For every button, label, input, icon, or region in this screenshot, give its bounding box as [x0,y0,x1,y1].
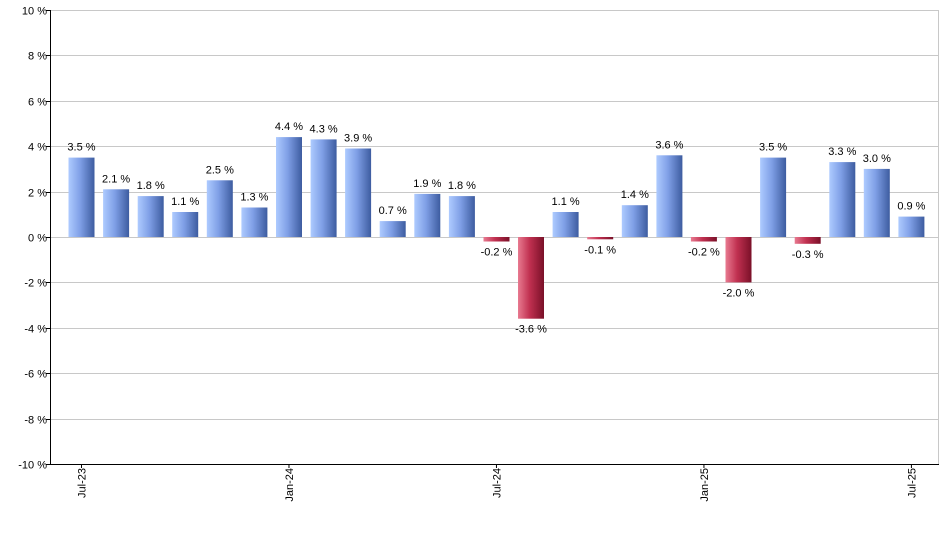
data-label: -2.0 % [723,287,755,299]
data-label: -0.1 % [584,244,616,256]
bar [552,212,579,237]
data-label: 4.4 % [275,121,303,133]
bar [621,205,648,237]
y-tick-label: -2 % [24,278,47,290]
bar [379,221,406,237]
data-label: 1.9 % [413,178,441,190]
data-label: 3.5 % [759,142,787,154]
data-label: 1.4 % [621,189,649,201]
bar [587,237,614,240]
data-label: 0.9 % [897,201,925,213]
bar [345,148,372,237]
x-tick-label: Jan-24 [284,468,296,502]
data-label: 0.7 % [379,205,407,217]
bar [829,162,856,237]
x-tick-label: Jul-25 [906,468,918,498]
bar [725,237,752,283]
x-tick-label: Jan-25 [699,468,711,502]
data-label: 3.3 % [828,146,856,158]
bars [68,137,925,319]
bar [760,157,787,237]
data-label: -0.2 % [481,247,513,259]
data-label: 2.5 % [206,164,234,176]
bar [863,168,890,237]
bar [137,196,164,237]
bar [68,157,95,237]
bar [310,139,337,237]
y-tick-label: -8 % [24,415,47,427]
y-tick-label: 6 % [28,97,47,109]
bar [483,237,510,242]
bar [241,207,268,237]
data-label: 1.1 % [552,196,580,208]
data-label: 3.6 % [655,139,683,151]
bar [518,237,544,319]
data-label: 3.5 % [67,142,95,154]
axes: 10 % 8 % 6 % 4 % 2 % 0 % -2 % -4 % -6 % -8 % -10 %… [18,6,939,502]
y-tick-label: -4 % [24,324,47,336]
data-label: 2.1 % [102,173,130,185]
bar [794,237,821,244]
bar [172,212,199,237]
y-tick-label: 4 % [28,142,47,154]
bar [276,137,302,237]
data-label: 1.1 % [171,196,199,208]
data-labels: 3.5 % 2.1 % 1.8 % 1.1 % 2.5 % 1.3 % 4.4 % 4.3 %… [67,121,925,336]
data-label: 1.3 % [240,192,268,204]
bar [690,237,717,242]
bar [448,196,475,237]
x-tick-label: Jul-24 [492,468,504,498]
y-tick-label: 0 % [28,233,47,245]
data-label: 1.8 % [137,180,165,192]
data-label: -0.2 % [688,247,720,259]
x-tick-label: Jul-23 [77,468,89,498]
data-label: -0.3 % [792,249,824,261]
data-label: 1.8 % [448,180,476,192]
y-tick-label: 2 % [28,188,47,200]
bar [103,189,130,237]
y-tick-label: 10 % [22,6,47,18]
bar [898,216,925,237]
y-tick-label: 8 % [28,51,47,63]
bar [414,193,441,237]
data-label: 4.3 % [310,123,338,135]
data-label: 3.9 % [344,133,372,145]
bar [656,155,683,237]
y-tick-label: -10 % [18,460,47,472]
bar [206,180,233,238]
y-tick-label: -6 % [24,369,47,381]
data-label: -3.6 % [515,324,547,336]
data-label: 3.0 % [863,153,891,165]
